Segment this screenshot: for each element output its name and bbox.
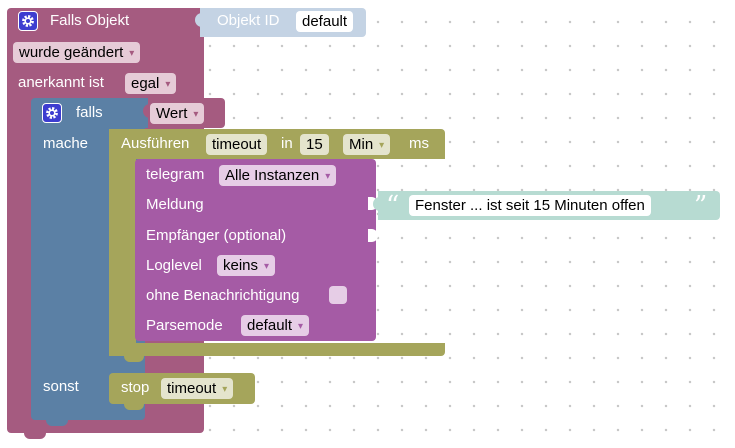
event-title: Falls Objekt [50, 12, 130, 29]
chevron-down-icon: ▾ [222, 383, 228, 395]
message-label: Meldung [146, 196, 204, 213]
timeout-unit: Min [349, 136, 374, 153]
chevron-down-icon: ▾ [193, 108, 199, 120]
timeout-block-bottom [109, 343, 445, 356]
gear-icon[interactable] [42, 103, 62, 123]
ack-dropdown[interactable]: egal ▾ [125, 73, 177, 94]
text-block-tab [373, 197, 383, 211]
else-label: sonst [43, 378, 79, 395]
event-block-bottom-tab [24, 430, 46, 439]
parsemode-dropdown[interactable]: default ▾ [241, 315, 310, 336]
trigger-dropdown[interactable]: wurde geändert ▾ [13, 42, 141, 63]
loglevel-value: keins [223, 257, 259, 274]
stop-name: timeout [167, 380, 217, 397]
chevron-down-icon: ▾ [379, 139, 385, 151]
object-id-value-field[interactable]: default [296, 11, 354, 32]
telegram-block[interactable] [135, 159, 376, 341]
timeout-suffix: ms [409, 135, 429, 152]
loglevel-dropdown[interactable]: keins ▾ [217, 255, 276, 276]
timeout-amount-field[interactable]: 15 [300, 134, 329, 155]
value-block-tab [143, 104, 153, 118]
ack-label: anerkannt ist [18, 74, 104, 91]
open-quote-icon: “ [386, 191, 400, 221]
timeout-in-label: in [281, 135, 293, 152]
parsemode-value: default [247, 317, 293, 334]
chevron-down-icon: ▾ [325, 170, 331, 182]
timeout-run-label: Ausführen [121, 135, 190, 152]
ack-dropdown-value: egal [131, 75, 160, 92]
silent-checkbox[interactable] [329, 286, 347, 304]
timeout-name: timeout [212, 136, 262, 153]
if-block-bottom-tab [46, 417, 68, 426]
timeout-block-left [109, 129, 136, 356]
value-dropdown-value: Wert [156, 105, 188, 122]
gear-icon[interactable] [18, 11, 38, 31]
timeout-name-field[interactable]: timeout [206, 134, 268, 155]
recipient-label: Empfänger (optional) [146, 227, 287, 244]
chevron-down-icon: ▾ [264, 260, 270, 272]
stop-label: stop [121, 379, 150, 396]
object-id-value: default [302, 13, 348, 30]
trigger-dropdown-value: wurde geändert [19, 44, 124, 61]
telegram-instance: Alle Instanzen [225, 167, 320, 184]
text-value-field[interactable]: Fenster ... ist seit 15 Minuten offen [409, 195, 651, 216]
if-label: falls [76, 104, 103, 121]
recipient-input-socket [368, 229, 378, 242]
chevron-down-icon: ▾ [129, 47, 135, 59]
stop-block-bottom-tab [124, 402, 144, 410]
object-id-label: Objekt ID [217, 12, 280, 29]
telegram-label: telegram [146, 166, 205, 183]
chevron-down-icon: ▾ [298, 320, 304, 332]
text-value: Fenster ... ist seit 15 Minuten offen [415, 197, 645, 214]
value-dropdown[interactable]: Wert ▾ [150, 103, 205, 124]
chevron-down-icon: ▾ [165, 78, 171, 90]
timeout-unit-dropdown[interactable]: Min ▾ [343, 134, 391, 155]
silent-label: ohne Benachrichtigung [146, 287, 300, 304]
close-quote-icon: ” [694, 191, 708, 221]
timeout-amount: 15 [306, 136, 323, 153]
timeout-block-bottom-tab [124, 354, 144, 362]
object-id-tab [195, 13, 205, 27]
loglevel-label: Loglevel [146, 257, 202, 274]
do-label: mache [43, 135, 89, 152]
parsemode-label: Parsemode [146, 317, 223, 334]
telegram-instance-dropdown[interactable]: Alle Instanzen ▾ [219, 165, 337, 186]
stop-name-dropdown[interactable]: timeout ▾ [161, 378, 234, 399]
